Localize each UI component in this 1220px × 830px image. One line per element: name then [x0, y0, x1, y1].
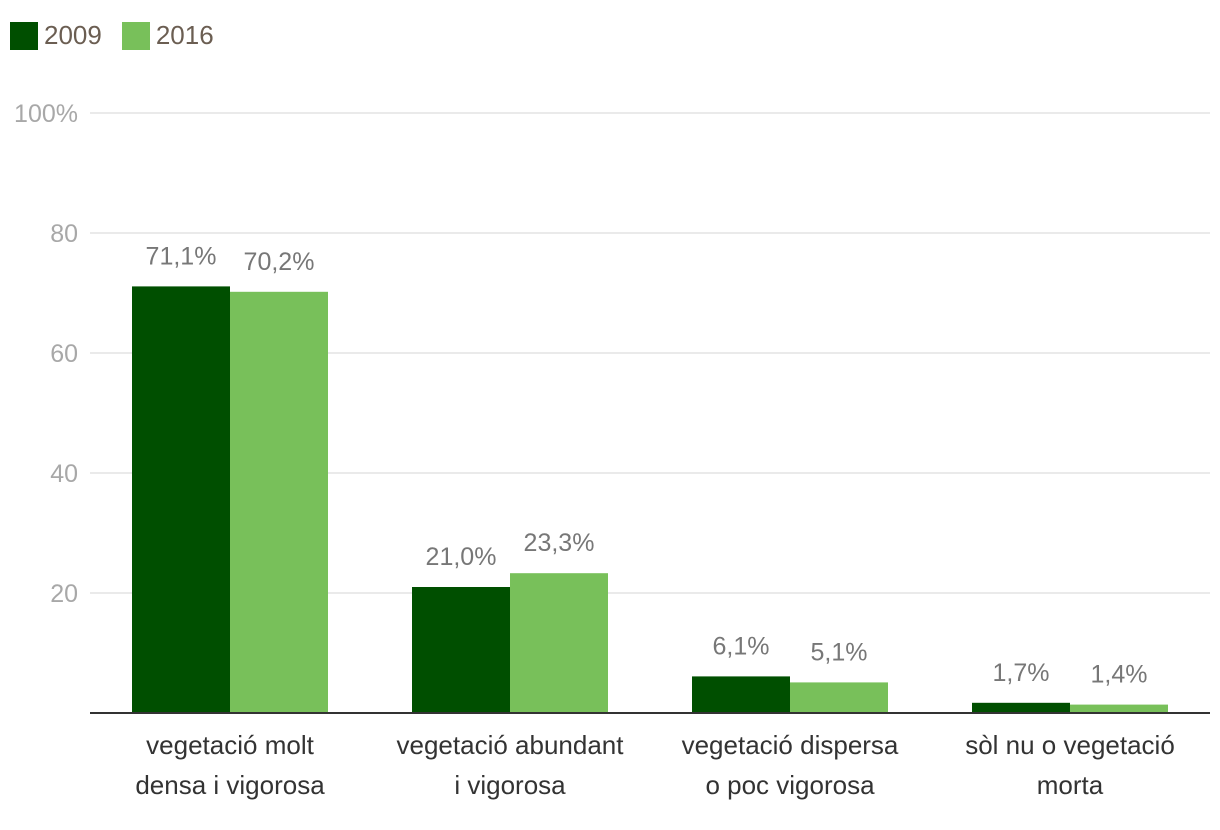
bar-2009[interactable] [132, 286, 230, 713]
x-category-label: densa i vigorosa [135, 770, 325, 800]
data-label: 70,2% [244, 248, 315, 276]
data-label: 1,7% [993, 659, 1050, 687]
y-tick-label: 40 [50, 460, 78, 488]
bar-2016[interactable] [790, 682, 888, 713]
x-category-label: vegetació abundant [397, 730, 625, 760]
legend-item-2016[interactable]: 2016 [121, 20, 214, 51]
x-category-label: vegetació molt [146, 730, 314, 760]
legend-item-2009[interactable]: 2009 [10, 20, 102, 51]
y-tick-label: 100% [14, 100, 78, 128]
x-category-label: vegetació dispersa [682, 730, 899, 760]
data-label: 23,3% [524, 529, 595, 557]
legend-swatch-2016 [121, 21, 150, 50]
data-label: 71,1% [146, 242, 217, 270]
data-label: 21,0% [426, 543, 497, 571]
x-category-label: o poc vigorosa [705, 770, 875, 800]
bar-2016[interactable] [510, 573, 608, 713]
data-label: 1,4% [1091, 661, 1148, 689]
bar-2009[interactable] [692, 676, 790, 713]
bar-2009[interactable] [412, 587, 510, 713]
legend-swatch-2009 [10, 21, 38, 50]
bar-2016[interactable] [230, 291, 328, 713]
x-category-label: morta [1037, 770, 1104, 800]
y-tick-label: 20 [50, 580, 78, 608]
data-label: 6,1% [713, 632, 770, 660]
y-tick-label: 60 [50, 340, 78, 368]
x-category-label: i vigorosa [454, 770, 566, 800]
legend-label-2009: 2009 [44, 20, 102, 50]
bar-2016[interactable] [1070, 704, 1168, 713]
legend-label-2016: 2016 [155, 20, 214, 50]
x-category-label: sòl nu o vegetació [965, 730, 1175, 760]
y-tick-label: 80 [50, 220, 78, 248]
data-label: 5,1% [811, 638, 868, 666]
bar-2009[interactable] [972, 702, 1070, 713]
legend: 2009 2016 [10, 20, 214, 51]
